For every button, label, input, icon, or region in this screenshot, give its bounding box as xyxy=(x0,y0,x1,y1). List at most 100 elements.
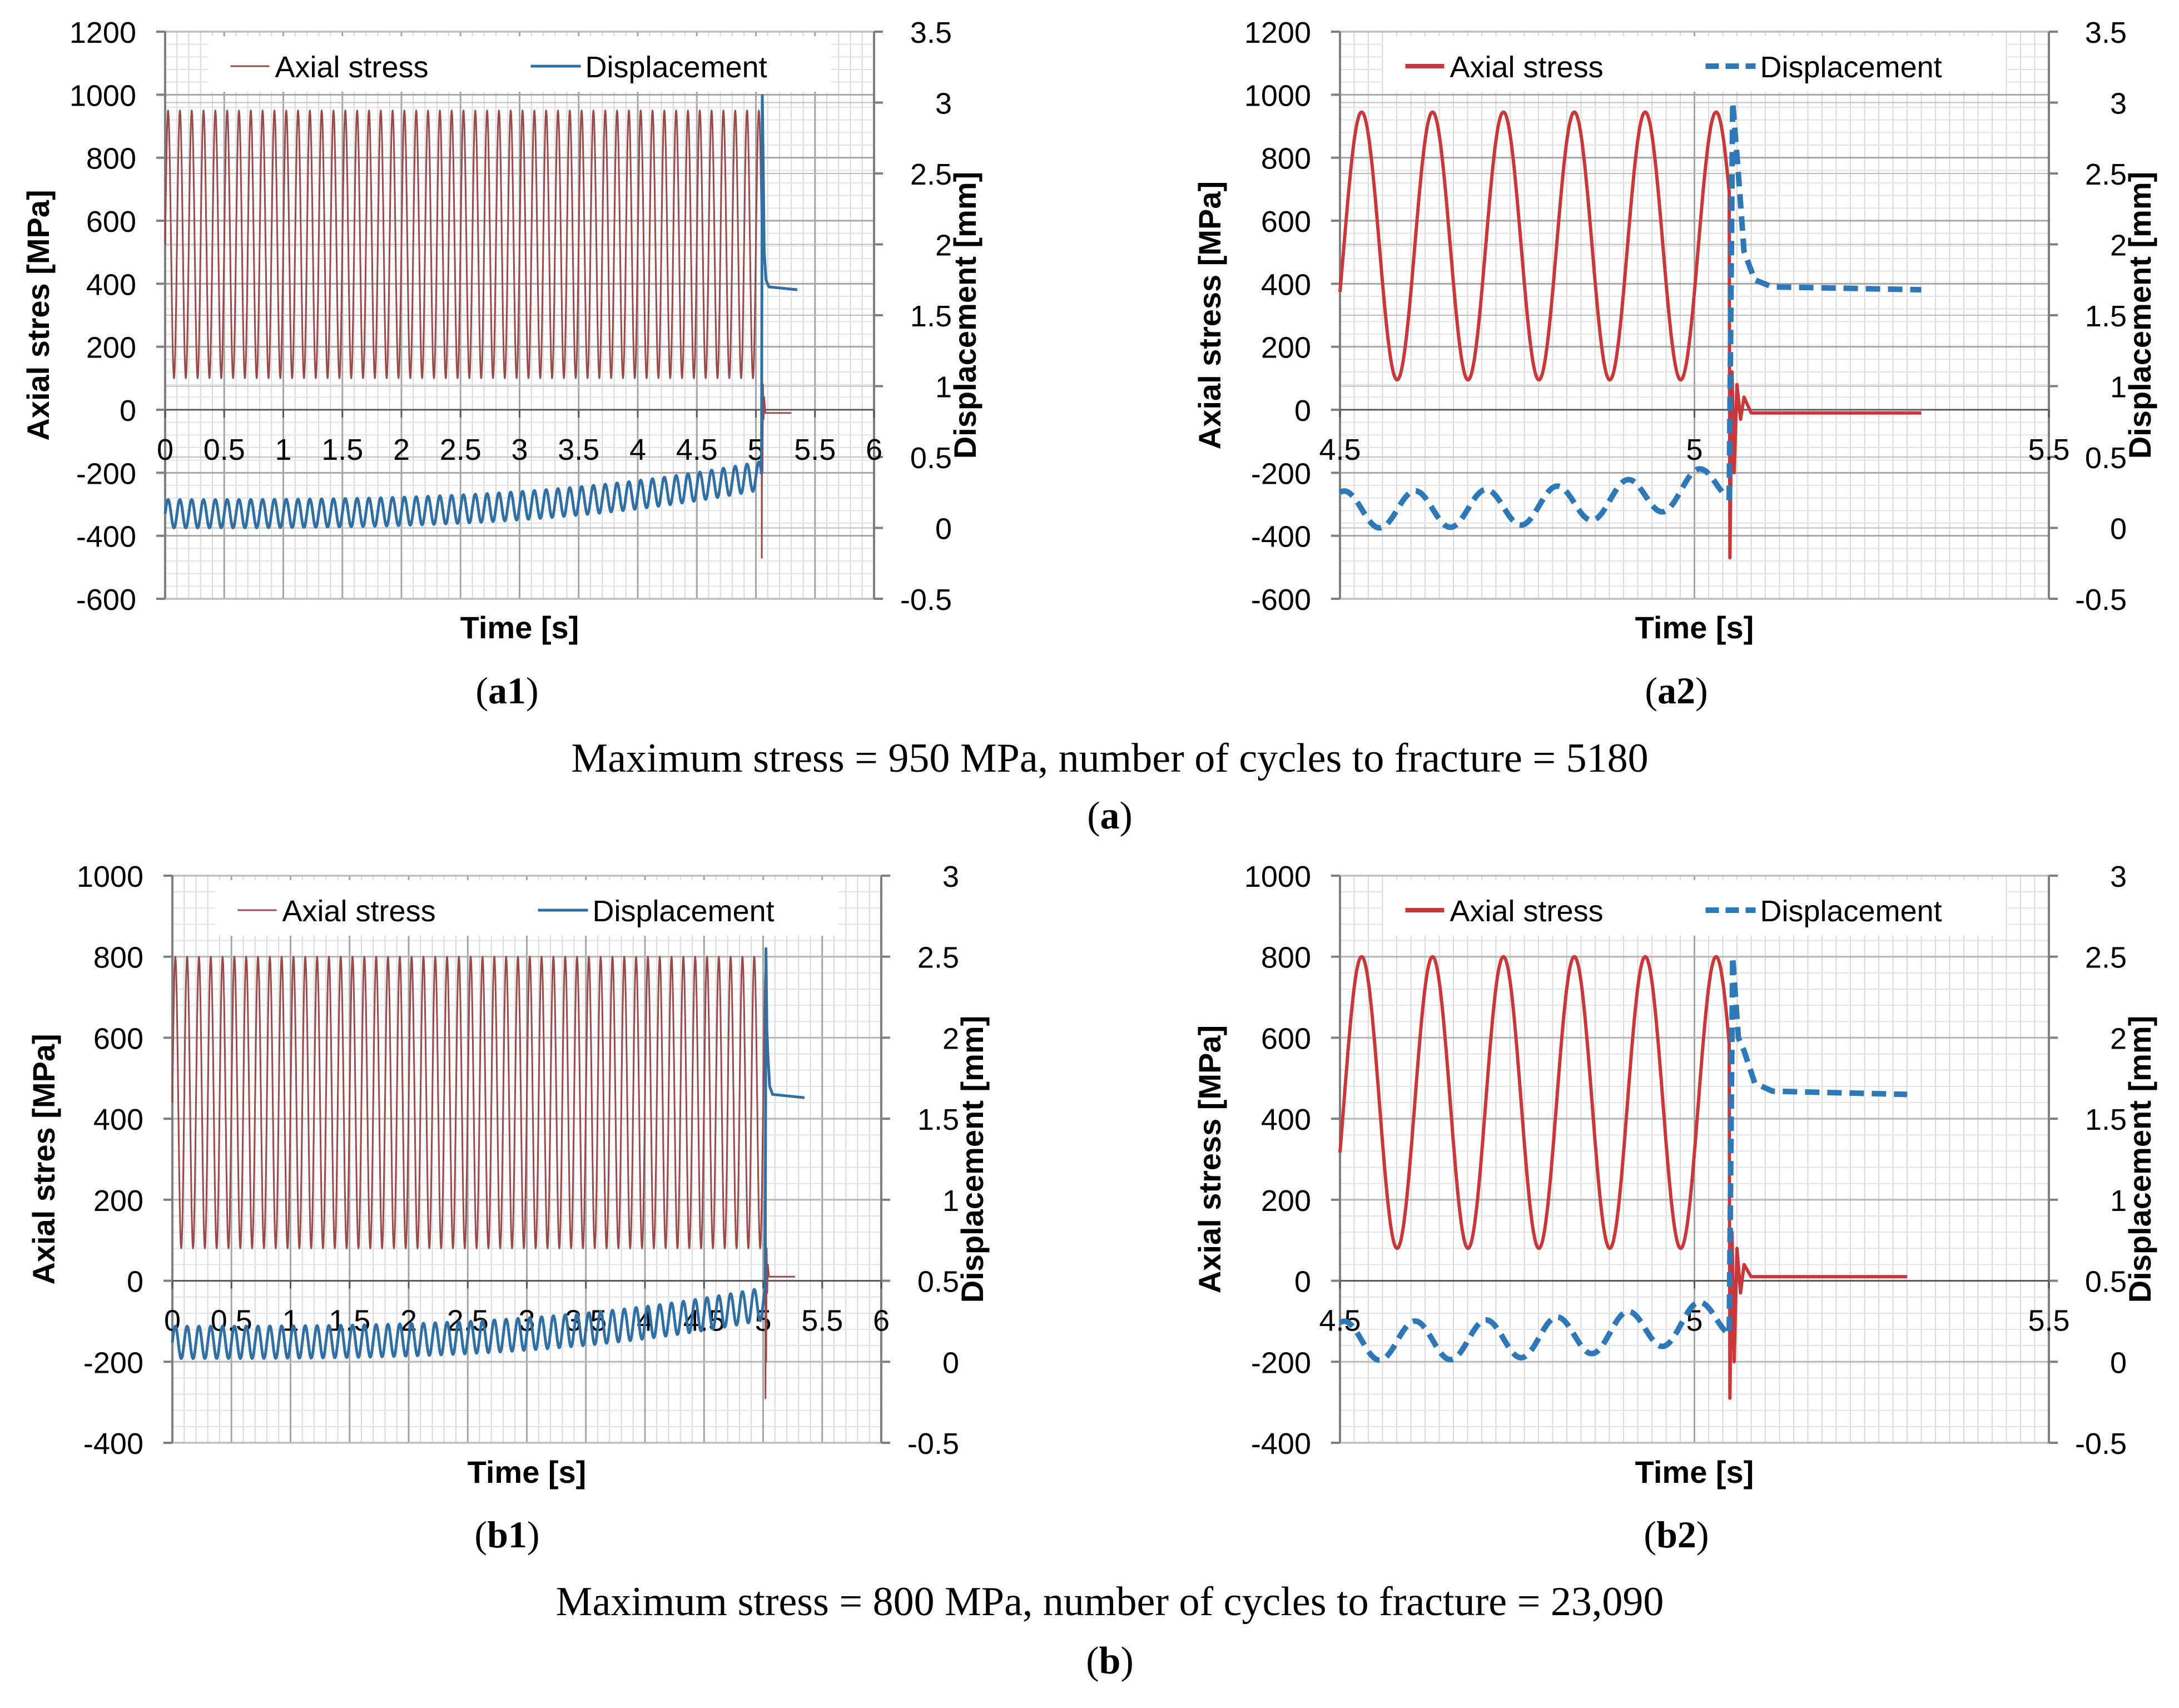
y-tick-label: -200 xyxy=(83,1346,143,1379)
x-tick-label: 2.5 xyxy=(440,433,482,466)
y-tick-label: 800 xyxy=(1261,941,1311,975)
y-axis-title: Axial stress [MPa] xyxy=(1192,181,1227,449)
y2-tick-label: 1.5 xyxy=(917,1103,959,1136)
y-tick-label: 800 xyxy=(1261,142,1311,176)
y-axis-title: Axial stress [MPa] xyxy=(1192,1025,1227,1293)
y2-tick-label: 3.5 xyxy=(910,16,952,49)
y2-tick-label: 3 xyxy=(2110,860,2127,893)
chart-panel-b2: -400 -200 0 200 400 600 800 1000 -0.5 0 0.5 1 1.5 2 2.… xyxy=(1192,860,2157,1489)
y-tick-label: 1000 xyxy=(1244,860,1311,893)
y-axis-title: Axial stres [MPa] xyxy=(26,1034,61,1284)
y2-tick-label: 2.5 xyxy=(910,158,952,191)
series-axial-stress xyxy=(1338,955,1907,1400)
y-tick-label: 400 xyxy=(1261,268,1311,301)
x-axis-title: Time [s] xyxy=(1635,610,1754,645)
legend-label-displacement: Displacement xyxy=(593,895,775,928)
y2-tick-label: 1 xyxy=(935,371,952,404)
y-tick-label: 600 xyxy=(86,205,136,239)
y2-tick-label: 2 xyxy=(2110,1022,2127,1055)
legend-label-axial-stress: Axial stress xyxy=(282,895,436,928)
y-tick-label: 1200 xyxy=(1244,16,1311,49)
y2-axis-title: Displacement [mm] xyxy=(2122,1016,2157,1303)
x-tick-label: 4.5 xyxy=(1319,433,1361,466)
y-tick-label: 0 xyxy=(1294,394,1311,428)
y2-tick-label: 2.5 xyxy=(917,941,959,975)
y2-tick-label: 0.5 xyxy=(910,441,952,475)
x-tick-label: 1 xyxy=(275,433,291,466)
legend-box xyxy=(1383,36,2006,92)
panel-label-a1: (a1) xyxy=(475,669,538,712)
y2-tick-label: 2 xyxy=(2110,229,2127,262)
x-tick-label: 4.5 xyxy=(676,433,718,466)
y2-tick-label: -0.5 xyxy=(2075,583,2127,617)
y2-tick-label: 1 xyxy=(2110,1184,2127,1218)
y-tick-label: 1000 xyxy=(1244,79,1311,112)
series-displacement xyxy=(163,94,798,529)
panel-label-b2: (b2) xyxy=(1644,1513,1709,1556)
y-tick-label: 1000 xyxy=(70,79,136,112)
y2-tick-label: 3 xyxy=(942,860,959,893)
x-tick-label: 5.5 xyxy=(2028,1304,2069,1338)
y-tick-label: -600 xyxy=(76,583,136,617)
y-tick-label: 600 xyxy=(93,1022,143,1055)
legend-label-axial-stress: Axial stress xyxy=(275,51,429,84)
group-a-caption: Maximum stress = 950 MPa, number of cycl… xyxy=(571,736,1648,781)
y-tick-label: -400 xyxy=(83,1427,143,1461)
y2-tick-label: 0.5 xyxy=(2085,1265,2127,1299)
y2-axis-title: Displacement [mm] xyxy=(2122,172,2157,459)
legend-label-displacement: Displacement xyxy=(585,51,767,84)
y2-tick-label: 1 xyxy=(2110,371,2127,404)
legend-box xyxy=(215,880,838,936)
x-tick-label: 6 xyxy=(873,1304,890,1338)
y-tick-label: -400 xyxy=(1251,1427,1311,1461)
legend-label-axial-stress: Axial stress xyxy=(1450,51,1604,84)
legend-label-axial-stress: Axial stress xyxy=(1450,895,1604,928)
y-tick-label: 200 xyxy=(1261,331,1311,365)
x-tick-label: 5.5 xyxy=(794,433,836,466)
x-tick-label: 5 xyxy=(1686,433,1703,466)
y-tick-label: -400 xyxy=(1251,520,1311,554)
y-tick-label: -200 xyxy=(1251,457,1311,490)
series-displacement xyxy=(171,947,805,1360)
y2-tick-label: -0.5 xyxy=(907,1427,959,1461)
y-tick-label: 600 xyxy=(1261,1022,1311,1055)
x-tick-label: 3 xyxy=(511,433,528,466)
panel-label-b1: (b1) xyxy=(474,1513,539,1556)
x-axis-title: Time [s] xyxy=(468,1454,587,1489)
y2-tick-label: 1 xyxy=(942,1184,959,1218)
legend-box xyxy=(1383,880,2006,936)
y2-tick-label: 0.5 xyxy=(917,1265,959,1299)
group-b-caption: Maximum stress = 800 MPa, number of cycl… xyxy=(556,1579,1664,1625)
y-tick-label: 200 xyxy=(86,331,136,365)
legend-label-displacement: Displacement xyxy=(1760,51,1942,84)
x-tick-label: 0.5 xyxy=(203,433,245,466)
series-axial-stress xyxy=(164,110,792,559)
y2-tick-label: 2.5 xyxy=(2085,158,2127,191)
y2-tick-label: 1.5 xyxy=(2085,1103,2127,1136)
y-tick-label: 400 xyxy=(1261,1103,1311,1136)
legend-box xyxy=(208,36,831,92)
y-tick-label: 200 xyxy=(93,1184,143,1218)
y-tick-label: -200 xyxy=(76,457,136,490)
x-axis-title: Time [s] xyxy=(460,610,579,645)
y2-axis-title: Displacement [mm] xyxy=(955,1016,990,1303)
y2-tick-label: 2 xyxy=(942,1022,959,1055)
chart-panel-b1: -400 -200 0 200 400 600 800 1000 -0.5 0 0.5 1 1.5 2 2.… xyxy=(26,860,990,1489)
group-b-label: (b) xyxy=(1086,1640,1134,1682)
x-axis-title: Time [s] xyxy=(1635,1454,1754,1489)
y2-tick-label: 3 xyxy=(2110,87,2127,121)
legend-label-displacement: Displacement xyxy=(1760,895,1942,928)
series-displacement xyxy=(1338,100,1922,531)
y2-tick-label: 0 xyxy=(2110,513,2127,546)
y2-tick-label: 0 xyxy=(942,1346,959,1379)
y2-tick-label: 2.5 xyxy=(2085,941,2127,975)
chart-panel-a2: -600 -400 -200 0 200 400 600 800 1000 1200 -0.5 0 0.… xyxy=(1192,16,2157,645)
chart-panel-a1: -600 -400 -200 0 200 400 600 800 1000 1200 -0.5 0 0.… xyxy=(21,16,982,645)
y-tick-label: -600 xyxy=(1251,583,1311,617)
x-tick-label: 2 xyxy=(393,433,410,466)
y2-tick-label: 0 xyxy=(935,513,952,546)
y-tick-label: 0 xyxy=(120,394,136,428)
y-tick-label: 400 xyxy=(86,268,136,301)
x-tick-label: 0 xyxy=(157,433,173,466)
